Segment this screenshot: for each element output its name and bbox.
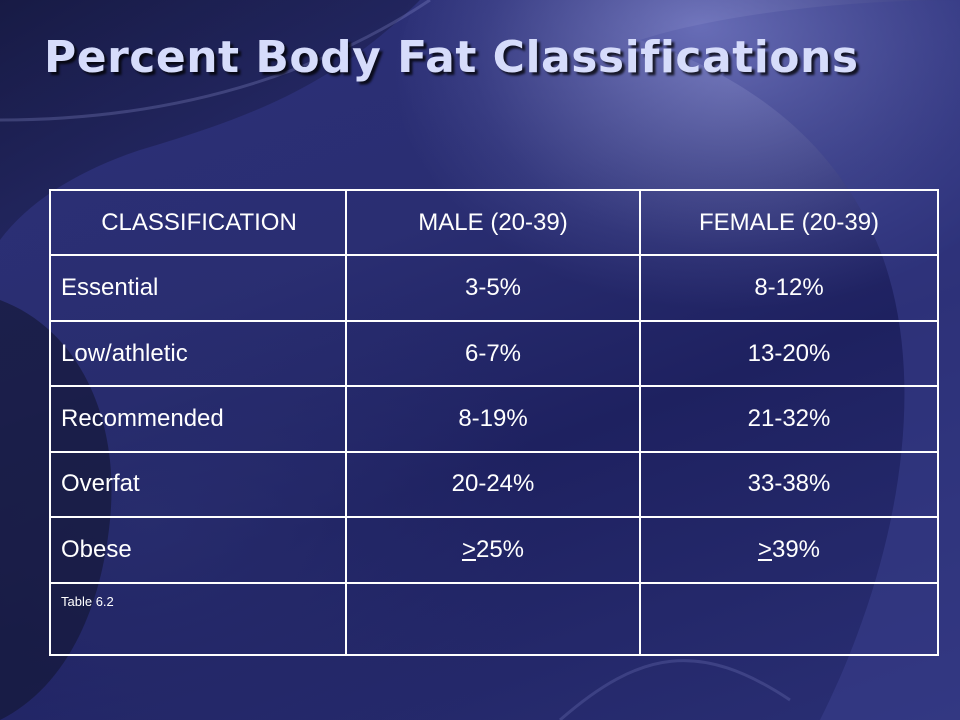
header-classification: CLASSIFICATION [49, 188, 347, 257]
empty-cell [345, 581, 641, 657]
header-female: FEMALE (20-39) [639, 188, 939, 257]
female-value-number: 39% [771, 535, 821, 563]
greater-or-equal-symbol: > [461, 535, 476, 563]
row-male-value: 3-5% [345, 254, 641, 322]
row-female-value: 33-38% [639, 450, 939, 519]
row-male-value: >25% [345, 516, 641, 584]
row-female-value: 13-20% [639, 319, 939, 388]
male-value-number: 25% [475, 535, 525, 563]
greater-or-equal-symbol: > [757, 535, 772, 563]
empty-cell [639, 581, 939, 657]
table-header-row: CLASSIFICATION MALE (20-39) FEMALE (20-3… [49, 188, 939, 257]
row-male-value: 6-7% [345, 319, 641, 388]
row-classification: Recommended [49, 385, 347, 453]
row-female-value: >39% [639, 516, 939, 584]
table-row: Overfat 20-24% 33-38% [49, 450, 939, 519]
table-row: Obese >25% >39% [49, 516, 939, 584]
slide-title: Percent Body Fat Classifications [44, 32, 859, 83]
row-classification: Overfat [49, 450, 347, 519]
body-fat-table: CLASSIFICATION MALE (20-39) FEMALE (20-3… [49, 188, 939, 657]
row-classification: Low/athletic [49, 319, 347, 388]
row-female-value: 21-32% [639, 385, 939, 453]
table-row: Essential 3-5% 8-12% [49, 254, 939, 322]
header-male: MALE (20-39) [345, 188, 641, 257]
row-female-value: 8-12% [639, 254, 939, 322]
table-row: Low/athletic 6-7% 13-20% [49, 319, 939, 388]
table-caption: Table 6.2 [49, 581, 347, 657]
table-note-row: Table 6.2 [49, 581, 939, 657]
row-classification: Obese [49, 516, 347, 584]
table-row: Recommended 8-19% 21-32% [49, 385, 939, 453]
row-male-value: 20-24% [345, 450, 641, 519]
row-classification: Essential [49, 254, 347, 322]
row-male-value: 8-19% [345, 385, 641, 453]
